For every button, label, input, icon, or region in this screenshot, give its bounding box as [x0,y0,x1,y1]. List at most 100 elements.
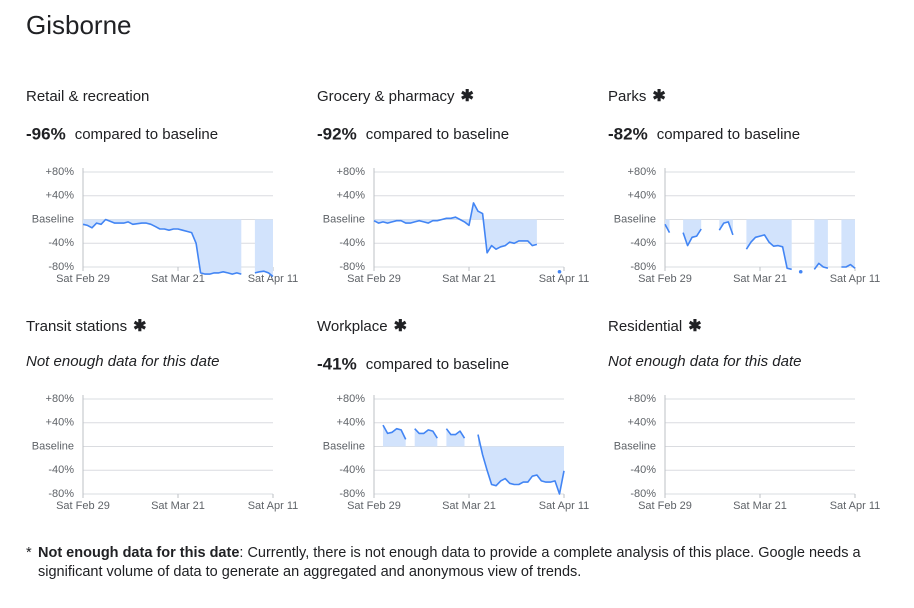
y-tick-label: -40% [339,237,365,249]
trend-line [477,434,565,495]
area [683,219,702,246]
y-tick-label: -40% [48,464,74,476]
area [746,219,792,270]
x-tick-label: Sat Feb 29 [56,500,110,512]
y-tick-label: +40% [628,190,657,202]
area [478,434,564,494]
x-tick-label: Sat Apr 11 [248,273,299,285]
panel-title: Workplace [317,318,388,335]
note-marker: ✱ [688,318,701,335]
x-tick-label: Sat Apr 11 [830,273,881,285]
y-tick-label: -80% [339,261,365,273]
trend-line [718,221,734,236]
y-tick-label: -80% [48,261,74,273]
x-tick-label: Sat Mar 21 [151,273,205,285]
trend-line [414,428,438,439]
y-tick-label: -80% [339,488,365,500]
x-tick-label: Sat Mar 21 [442,273,496,285]
note-marker: ✱ [133,318,146,335]
y-tick-label: Baseline [614,440,656,452]
trend-line [813,262,829,270]
trend-line [445,428,466,439]
area [254,219,273,277]
change-value: -41% [317,354,357,373]
area [383,425,406,447]
trend-line [382,424,407,440]
y-tick-label: Baseline [32,213,74,225]
change-text: compared to baseline [657,126,800,143]
x-tick-label: Sat Mar 21 [151,500,205,512]
report: Gisborne Retail & recreation -96% compared… [26,10,881,512]
place-title: Gisborne [26,10,132,40]
change-value: -92% [317,124,357,143]
footnote-marker: * [26,545,32,561]
y-tick-label: -40% [630,464,656,476]
y-tick-label: +40% [46,190,75,202]
x-tick-label: Sat Apr 11 [539,273,590,285]
x-tick-label: Sat Feb 29 [347,500,401,512]
y-tick-label: -40% [339,464,365,476]
footnote-term: Not enough data for this date [38,545,240,561]
trend-line [664,223,671,233]
panel-title: Retail & recreation [26,88,149,105]
y-tick-label: -80% [630,261,656,273]
note-marker: ✱ [461,88,474,105]
x-tick-label: Sat Feb 29 [638,500,692,512]
y-tick-label: Baseline [32,440,74,452]
area [374,202,537,253]
y-tick-label: Baseline [614,213,656,225]
x-tick-label: Sat Apr 11 [830,500,881,512]
y-tick-label: Baseline [323,440,365,452]
panel-title: Transit stations [26,318,127,335]
panel-title: Parks [608,88,646,105]
y-tick-label: +80% [628,166,657,178]
y-tick-label: +40% [337,417,366,429]
y-tick-label: -80% [48,488,74,500]
note-marker: ✱ [394,318,407,335]
x-tick-label: Sat Mar 21 [733,500,787,512]
change-text: compared to baseline [366,356,509,373]
panel-title: Grocery & pharmacy [317,88,455,105]
y-tick-label: +80% [337,393,366,405]
data-point [798,269,803,274]
change-text: compared to baseline [366,126,509,143]
trend-line [682,228,702,247]
change-text: compared to baseline [75,126,218,143]
x-tick-label: Sat Apr 11 [539,500,590,512]
area [83,219,242,275]
x-tick-label: Sat Feb 29 [347,273,401,285]
trend-line [82,218,242,275]
y-tick-label: +80% [337,166,366,178]
x-tick-label: Sat Mar 21 [442,500,496,512]
trend-line [254,270,274,278]
area [814,219,828,270]
x-tick-label: Sat Apr 11 [248,500,299,512]
y-tick-label: +80% [46,166,75,178]
footnote-text: : Currently, there is not enough data to… [38,545,861,580]
trend-line [373,202,538,254]
change-value: -96% [26,124,66,143]
panel-title: Residential [608,318,682,335]
x-tick-label: Sat Feb 29 [56,273,110,285]
area [841,219,855,269]
data-point [557,269,562,274]
area [446,428,465,447]
change-value: -82% [608,124,648,143]
y-tick-label: +80% [628,393,657,405]
y-tick-label: +40% [337,190,366,202]
x-tick-label: Sat Feb 29 [638,273,692,285]
no-data-note: Not enough data for this date [26,353,219,370]
note-marker: ✱ [652,88,665,105]
trend-line [841,263,856,269]
y-tick-label: +80% [46,393,75,405]
footnote: * Not enough data for this date: Currentl… [26,544,878,582]
y-tick-label: -40% [48,237,74,249]
trend-line [745,234,792,271]
y-tick-label: -40% [630,237,656,249]
area [414,428,438,447]
no-data-note: Not enough data for this date [608,353,801,370]
y-tick-label: +40% [46,417,75,429]
y-tick-label: +40% [628,417,657,429]
y-tick-label: Baseline [323,213,365,225]
